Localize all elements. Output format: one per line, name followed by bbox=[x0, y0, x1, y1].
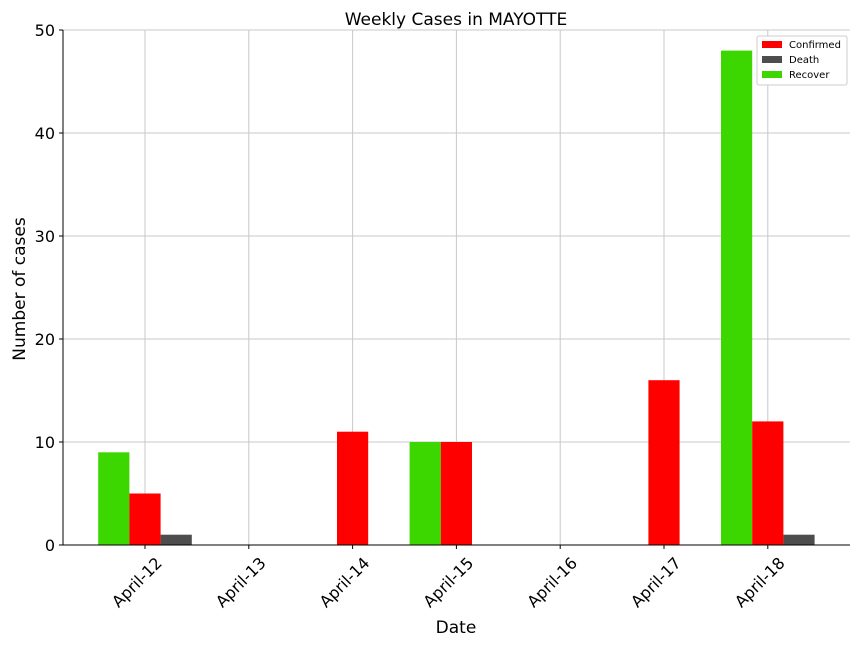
bar-confirmed-april-14 bbox=[337, 431, 369, 545]
y-tick-label: 20 bbox=[35, 330, 55, 349]
legend: Confirmed Death Recover bbox=[756, 35, 848, 86]
bar-recover-april-15 bbox=[409, 442, 441, 545]
bar-confirmed-april-18 bbox=[752, 421, 784, 545]
y-tick-label: 50 bbox=[35, 21, 55, 40]
y-tick-label: 30 bbox=[35, 227, 55, 246]
y-axis-title: Number of cases bbox=[10, 217, 30, 361]
legend-swatch-confirmed bbox=[762, 41, 782, 48]
bar-death-april-12 bbox=[160, 534, 192, 545]
bar-recover-april-18 bbox=[721, 50, 753, 545]
legend-swatch-recover bbox=[762, 71, 782, 78]
bar-confirmed-april-12 bbox=[129, 493, 161, 545]
bar-recover-april-12 bbox=[98, 452, 130, 545]
chart-title: Weekly Cases in MAYOTTE bbox=[345, 10, 568, 30]
y-tick-label: 10 bbox=[35, 433, 55, 452]
bar-confirmed-april-17 bbox=[648, 380, 680, 545]
bar-confirmed-april-15 bbox=[440, 442, 472, 545]
bar-death-april-18 bbox=[783, 534, 815, 545]
legend-label-death: Death bbox=[789, 55, 819, 66]
x-axis-title: Date bbox=[436, 618, 477, 638]
legend-label-recover: Recover bbox=[789, 70, 830, 81]
legend-swatch-death bbox=[762, 56, 782, 63]
legend-label-confirmed: Confirmed bbox=[789, 40, 841, 51]
y-tick-label: 40 bbox=[35, 124, 55, 143]
bars bbox=[98, 50, 815, 545]
y-tick-label: 0 bbox=[45, 536, 55, 555]
